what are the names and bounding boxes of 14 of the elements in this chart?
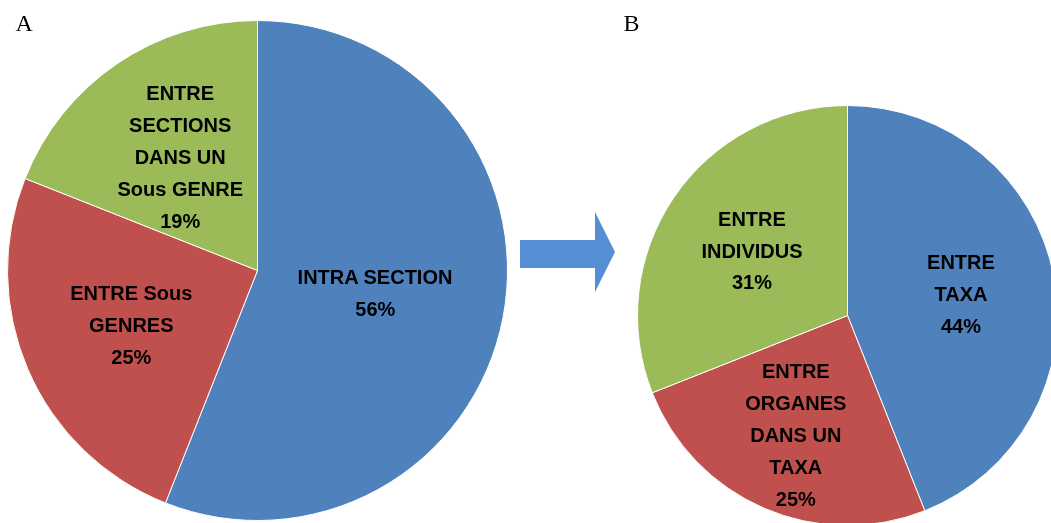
chart-title: A	[15, 9, 34, 36]
slice-label: ENTRE SECTIONS DANS UN Sous GENRE	[117, 81, 243, 200]
slice-label: ENTRE ORGANES DANS UN TAXA	[745, 360, 847, 478]
data-label: 19%	[160, 209, 201, 232]
chart-title: B	[623, 9, 640, 36]
data-label: 25%	[111, 346, 152, 369]
data-label: 56%	[355, 297, 396, 320]
slice-label: INTRA SECTION	[297, 266, 453, 289]
slice-label: ENTRE INDIVIDUS	[701, 207, 803, 262]
data-label: 44%	[940, 314, 982, 337]
data-label: 25%	[775, 487, 817, 510]
slice-label: ENTRE Sous GENRES	[70, 282, 193, 337]
data-label: 31%	[731, 271, 773, 294]
slice-label: ENTRE TAXA	[927, 250, 995, 305]
